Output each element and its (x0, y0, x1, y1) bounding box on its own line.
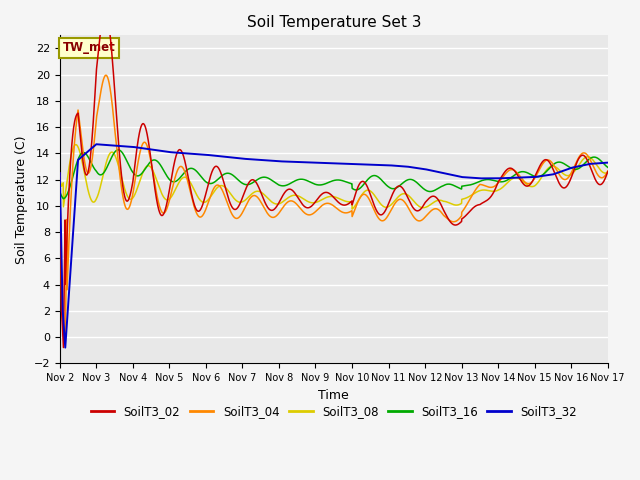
Text: TW_met: TW_met (63, 41, 115, 54)
Y-axis label: Soil Temperature (C): Soil Temperature (C) (15, 135, 28, 264)
Legend: SoilT3_02, SoilT3_04, SoilT3_08, SoilT3_16, SoilT3_32: SoilT3_02, SoilT3_04, SoilT3_08, SoilT3_… (86, 401, 582, 423)
Title: Soil Temperature Set 3: Soil Temperature Set 3 (246, 15, 421, 30)
X-axis label: Time: Time (318, 389, 349, 402)
